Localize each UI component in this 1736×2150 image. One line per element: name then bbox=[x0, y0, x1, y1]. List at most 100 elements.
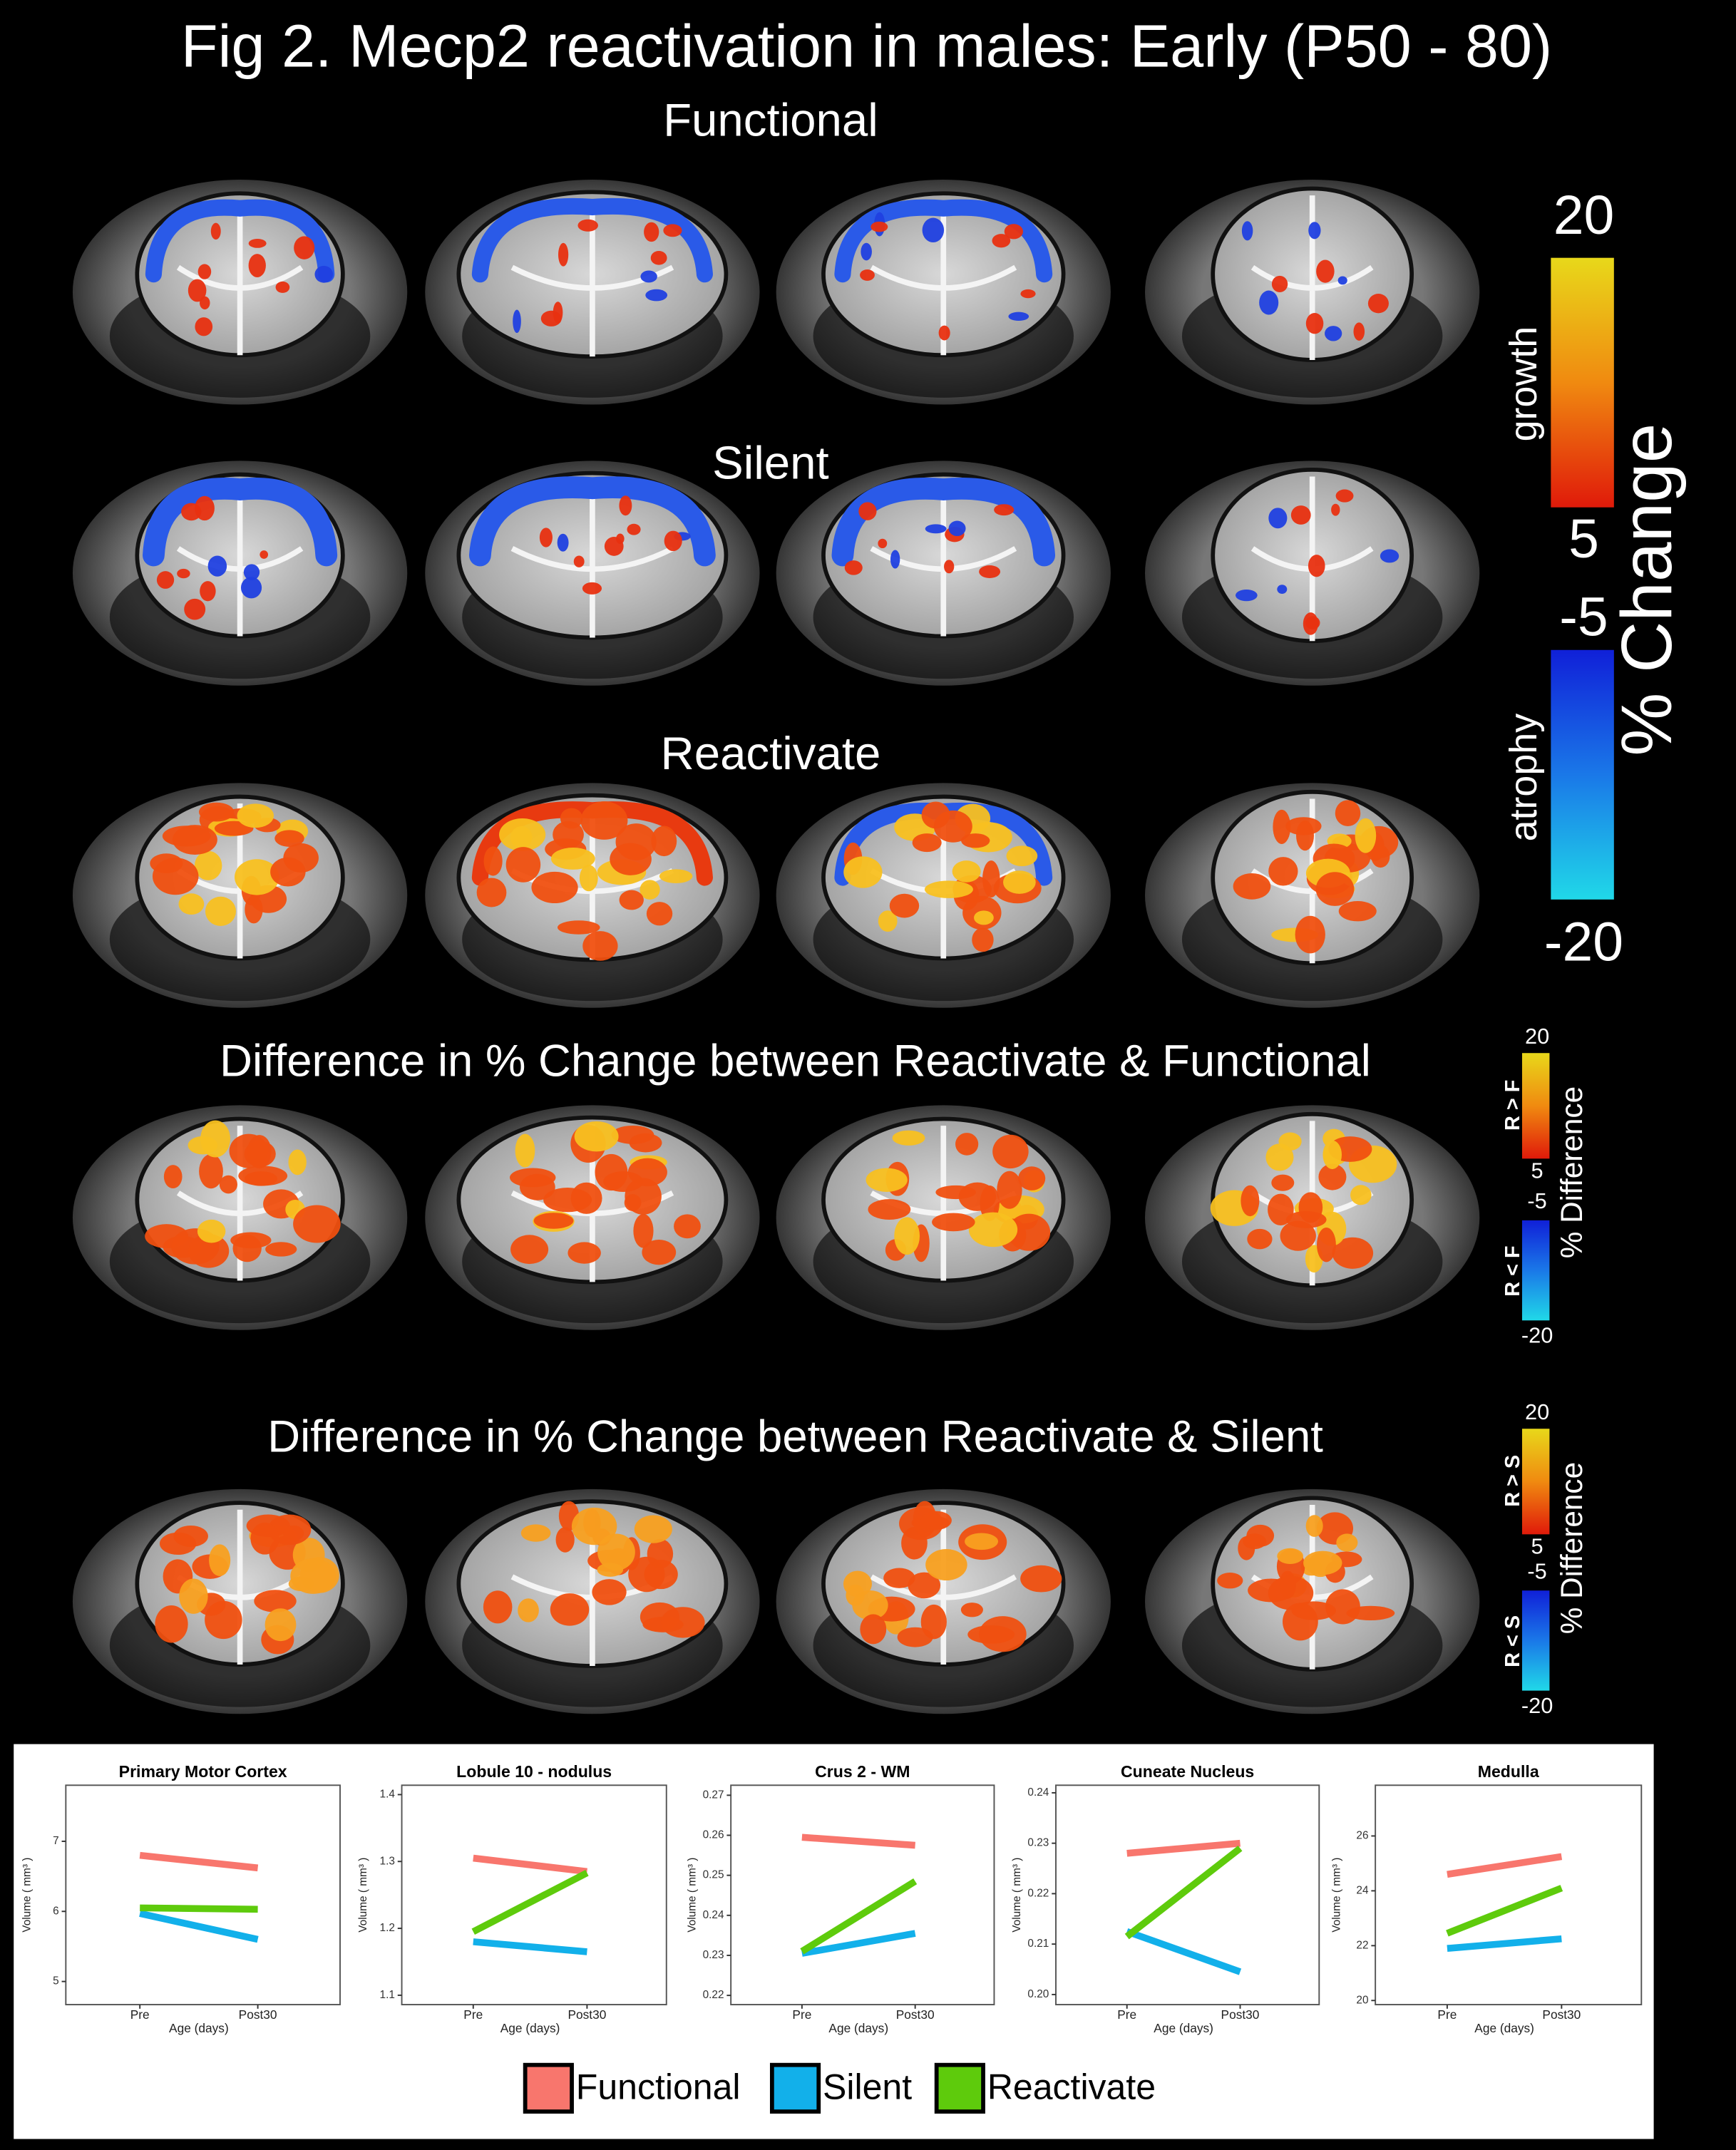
change-region bbox=[660, 1607, 705, 1638]
change-region bbox=[560, 808, 583, 829]
x-tick-label: Post30 bbox=[1221, 2007, 1260, 2022]
colorbar-growth bbox=[1551, 257, 1614, 508]
change-region bbox=[573, 555, 585, 567]
change-region bbox=[878, 538, 888, 549]
series-line bbox=[1447, 1853, 1563, 1878]
change-region bbox=[558, 242, 569, 267]
change-region bbox=[1277, 585, 1288, 594]
change-region bbox=[155, 1605, 188, 1643]
change-region bbox=[265, 1242, 297, 1257]
change-region bbox=[293, 1205, 341, 1243]
change-region bbox=[624, 1194, 642, 1212]
y-tick-label: 0.27 bbox=[703, 1789, 724, 1801]
legend-label: Reactivate bbox=[987, 2067, 1156, 2107]
change-region bbox=[958, 1182, 997, 1211]
plot-area bbox=[1375, 1784, 1643, 2006]
colorbar-label: 20 bbox=[1525, 1399, 1549, 1424]
change-region bbox=[270, 857, 306, 887]
brain-slice bbox=[72, 1105, 408, 1330]
brain-slice bbox=[1145, 180, 1480, 405]
colorbar-name: growth bbox=[1502, 326, 1545, 442]
colorbar-atrophy bbox=[1521, 1220, 1550, 1321]
change-region bbox=[1268, 857, 1298, 886]
change-region bbox=[922, 217, 945, 243]
change-region bbox=[243, 564, 260, 581]
change-region bbox=[483, 1590, 513, 1624]
series-line bbox=[1446, 1885, 1563, 1937]
series-line bbox=[1126, 1928, 1242, 1975]
change-region bbox=[219, 1175, 237, 1194]
change-region bbox=[1298, 1192, 1323, 1223]
change-region bbox=[1285, 817, 1322, 835]
change-region bbox=[1268, 1575, 1314, 1610]
change-region bbox=[553, 302, 563, 324]
change-region bbox=[254, 1590, 297, 1612]
change-region bbox=[577, 219, 598, 232]
legend-swatch bbox=[769, 2062, 821, 2114]
change-region bbox=[510, 1235, 549, 1265]
change-region bbox=[979, 565, 1001, 578]
change-region bbox=[518, 1598, 539, 1622]
chart-title: Medulla bbox=[1478, 1762, 1539, 1781]
colorbar-name: R < F bbox=[1501, 1245, 1524, 1296]
change-region bbox=[156, 571, 175, 589]
brain-slice bbox=[776, 1105, 1111, 1330]
colorbar-growth bbox=[1521, 1429, 1550, 1535]
change-region bbox=[181, 503, 202, 521]
change-region bbox=[550, 848, 595, 870]
change-region bbox=[1006, 845, 1038, 867]
change-region bbox=[860, 1614, 887, 1645]
change-region bbox=[610, 843, 652, 875]
brain-slice bbox=[425, 1105, 760, 1330]
change-region bbox=[1241, 221, 1253, 241]
colorbar-label: 5 bbox=[1531, 1158, 1544, 1183]
change-region bbox=[889, 893, 920, 918]
change-region bbox=[925, 1549, 967, 1581]
legend-swatch bbox=[523, 2062, 574, 2114]
y-tick-label: 20 bbox=[1356, 1994, 1368, 2006]
change-region bbox=[200, 581, 216, 602]
series-line bbox=[800, 1878, 918, 1955]
y-tick-label: 0.25 bbox=[703, 1869, 724, 1881]
change-region bbox=[232, 1235, 262, 1262]
y-tick-label: 22 bbox=[1356, 1939, 1368, 1951]
change-region bbox=[894, 1217, 920, 1255]
colorbar-title: % Change bbox=[1607, 423, 1687, 756]
change-region bbox=[260, 550, 269, 559]
change-region bbox=[184, 598, 206, 620]
x-axis-label: Age (days) bbox=[169, 2021, 229, 2035]
change-region bbox=[1325, 1589, 1360, 1625]
brain-slice bbox=[72, 180, 408, 405]
change-region bbox=[1291, 1601, 1336, 1620]
change-region bbox=[1271, 1174, 1295, 1191]
change-region bbox=[925, 880, 973, 898]
change-region bbox=[200, 1120, 231, 1158]
change-region bbox=[843, 856, 883, 888]
colorbar-atrophy bbox=[1551, 649, 1614, 900]
change-region bbox=[205, 896, 236, 926]
change-region bbox=[520, 1173, 555, 1200]
change-region bbox=[619, 495, 632, 516]
change-region bbox=[533, 1213, 574, 1229]
y-tick-label: 6 bbox=[53, 1905, 59, 1917]
change-region bbox=[1303, 1550, 1342, 1575]
change-region bbox=[188, 279, 207, 302]
change-region bbox=[634, 1515, 672, 1543]
change-region bbox=[664, 530, 682, 552]
brain-slice bbox=[425, 783, 760, 1008]
change-region bbox=[199, 802, 235, 822]
change-region bbox=[1277, 1548, 1303, 1565]
y-tick-label: 1.2 bbox=[380, 1922, 395, 1934]
colorbar-title: % Difference bbox=[1555, 1462, 1588, 1634]
change-region bbox=[1318, 1163, 1347, 1190]
change-region bbox=[972, 927, 994, 952]
colorbar-title: % Difference bbox=[1555, 1086, 1588, 1258]
change-region bbox=[1004, 224, 1023, 240]
row-title: Functional bbox=[663, 93, 878, 145]
change-region bbox=[580, 801, 628, 840]
change-region bbox=[1003, 870, 1036, 894]
y-axis-label: Volume ( mm³ ) bbox=[1330, 1858, 1342, 1933]
change-region bbox=[1336, 1533, 1358, 1552]
x-axis-label: Age (days) bbox=[1154, 2021, 1213, 2035]
change-region bbox=[505, 847, 541, 883]
